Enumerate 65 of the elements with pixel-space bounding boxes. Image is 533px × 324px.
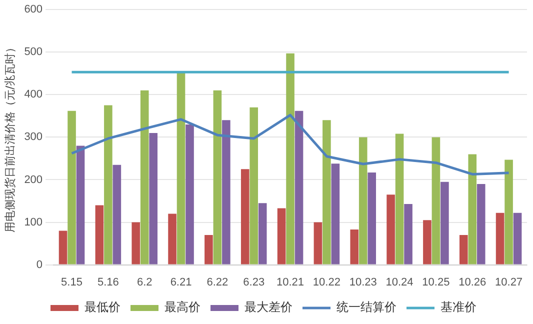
y-tick-label: 0: [36, 258, 43, 271]
x-tick-label: 10.27: [495, 276, 523, 288]
bar: [240, 169, 250, 264]
y-tick-label: 400: [24, 88, 43, 101]
bar: [186, 124, 194, 264]
x-tick-label: 6.21: [170, 276, 192, 288]
bar: [476, 184, 486, 264]
bar: [395, 134, 404, 264]
bar: [440, 182, 449, 264]
bar: [149, 132, 158, 264]
legend-label: 基准价: [440, 300, 476, 314]
bar: [314, 222, 322, 264]
x-tick-label: 6.22: [206, 276, 228, 288]
x-tick-label: 5.15: [61, 276, 82, 288]
bar: [176, 72, 186, 264]
bar: [386, 194, 395, 264]
legend-label: 最高价: [164, 300, 200, 314]
legend-label: 最低价: [84, 300, 120, 314]
bar: [404, 204, 412, 264]
y-tick-label: 100: [24, 216, 43, 228]
bar: [350, 230, 359, 264]
legend-label: 最大差价: [244, 300, 292, 314]
legend-label: 统一结算价: [336, 300, 396, 314]
bar: [112, 164, 122, 264]
bar: [58, 230, 68, 264]
x-tick-label: 10.21: [276, 276, 304, 288]
bar: [504, 160, 513, 264]
bar: [358, 137, 368, 264]
bar: [250, 107, 258, 264]
bar: [104, 105, 112, 264]
bar: [213, 90, 222, 264]
bar: [76, 146, 85, 264]
bar: [140, 90, 149, 264]
bar: [322, 120, 331, 264]
y-tick-label: 600: [24, 4, 43, 16]
y-axis-title: 用电侧现货日前出清价格（元/兆瓦时）: [3, 42, 16, 233]
bar: [294, 110, 304, 264]
x-tick-label: 10.23: [349, 276, 377, 288]
y-tick-label: 300: [24, 131, 43, 144]
x-tick-label: 10.24: [386, 276, 414, 288]
bar: [68, 110, 76, 264]
bar: [331, 164, 340, 264]
x-tick-label: 10.25: [422, 276, 450, 288]
bar: [168, 214, 176, 264]
bar: [496, 212, 504, 264]
bar: [368, 172, 376, 264]
y-tick-label: 200: [24, 174, 43, 186]
x-tick-label: 10.26: [458, 276, 486, 288]
y-tick-label: 500: [24, 46, 43, 58]
bar: [423, 220, 432, 264]
bar: [459, 235, 468, 264]
bar: [277, 208, 286, 264]
bar: [258, 203, 267, 264]
x-tick-label: 5.16: [97, 276, 119, 288]
bar: [468, 154, 477, 264]
bar: [513, 212, 522, 264]
bar: [204, 235, 213, 264]
bar: [222, 120, 230, 264]
x-tick-label: 6.2: [136, 276, 152, 288]
bar: [286, 53, 294, 264]
bar: [95, 205, 104, 264]
bar: [132, 222, 140, 264]
bar: [432, 137, 440, 264]
x-tick-label: 10.22: [312, 276, 340, 288]
x-tick-label: 6.23: [243, 276, 265, 288]
